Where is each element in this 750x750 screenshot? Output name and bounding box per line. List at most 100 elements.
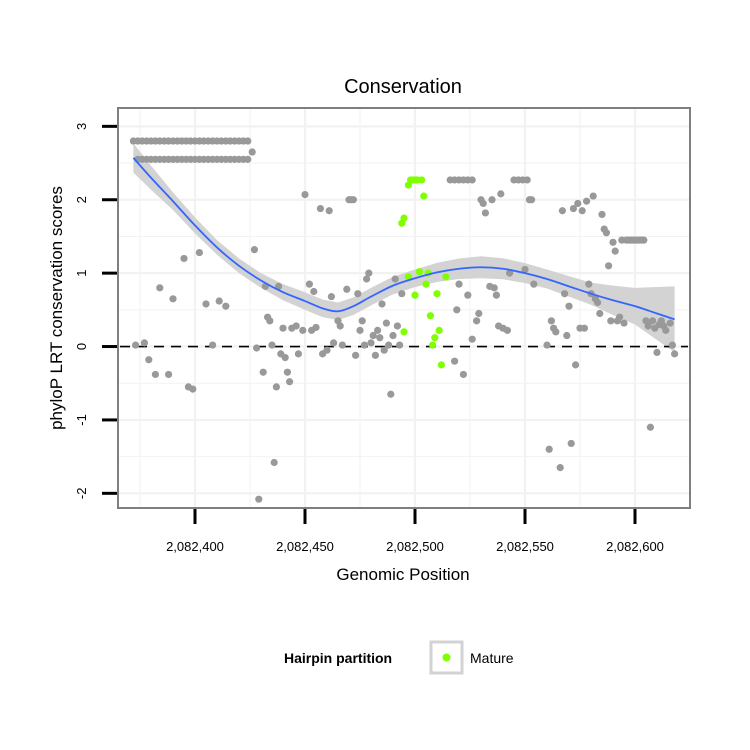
point-other (358, 317, 366, 325)
point-other (259, 368, 267, 376)
panel-border (117, 107, 691, 509)
point-other (299, 326, 307, 334)
point-other (387, 390, 395, 398)
point-other (451, 357, 459, 365)
point-other (305, 280, 313, 288)
point-other (455, 280, 463, 288)
point-mature (431, 334, 439, 342)
point-other (662, 326, 670, 334)
point-other (330, 339, 338, 347)
point-other (310, 287, 318, 296)
point-other (209, 341, 217, 349)
point-other (215, 297, 223, 305)
legend: Hairpin partition Mature (284, 640, 514, 675)
point-other (352, 351, 360, 359)
y-tick-label: -1 (74, 414, 89, 426)
point-other (552, 328, 560, 336)
y-tick-label: -2 (74, 488, 89, 500)
point-other (475, 309, 483, 318)
point-other (378, 300, 386, 308)
point-other (528, 196, 536, 204)
point-other (301, 191, 309, 199)
point-mature (435, 326, 443, 334)
point-other (459, 370, 467, 379)
point-mature (400, 214, 408, 222)
point-mature (442, 273, 450, 281)
point-other (473, 317, 481, 325)
point-mature (433, 290, 441, 298)
point-other (244, 155, 252, 163)
point-other (272, 383, 280, 391)
x-tick-label: 2,082,500 (386, 539, 444, 554)
point-other (558, 207, 567, 215)
point-other (279, 324, 287, 332)
y-tick-label: 1 (74, 270, 89, 277)
point-mature (400, 328, 408, 336)
point-other (644, 322, 652, 330)
point-other (567, 439, 575, 448)
x-axis: 2,082,400 2,082,450 2,082,500 2,082,550 2,08… (166, 509, 664, 554)
point-other (268, 341, 276, 349)
chart-title: Conservation (344, 76, 462, 98)
point-other (255, 495, 263, 503)
point-other (281, 353, 289, 362)
point-other (640, 236, 648, 244)
point-other (468, 176, 476, 184)
point-other (294, 350, 302, 358)
point-other (376, 334, 384, 342)
point-other (202, 300, 210, 308)
point-other (292, 322, 300, 330)
point-other (574, 199, 582, 208)
point-other (585, 280, 593, 288)
point-other (391, 275, 399, 283)
point-other (385, 341, 393, 349)
point-other (503, 326, 511, 334)
point-other (393, 322, 401, 330)
point-other (367, 339, 375, 347)
point-other (250, 246, 258, 254)
point-other (286, 378, 294, 386)
point-other (611, 247, 619, 255)
point-other (253, 344, 261, 352)
point-other (396, 341, 404, 349)
point-other (371, 351, 379, 359)
point-other (336, 322, 344, 330)
point-other (338, 341, 346, 349)
point-other (270, 458, 278, 467)
point-mature (411, 291, 419, 299)
point-other (481, 209, 489, 217)
point-mature (429, 341, 437, 349)
x-axis-title: Genomic Position (336, 565, 469, 584)
point-other (492, 291, 500, 299)
point-other (374, 326, 382, 334)
point-other (569, 204, 578, 213)
point-other (521, 265, 529, 274)
point-other (468, 335, 476, 343)
point-other (649, 317, 657, 325)
point-other (598, 210, 606, 219)
point-other (561, 290, 569, 298)
point-other (275, 282, 283, 290)
point-other (360, 341, 368, 349)
point-other (382, 319, 390, 327)
point-other (327, 293, 335, 301)
point-other (543, 341, 551, 349)
point-other (180, 254, 188, 263)
point-other (497, 190, 505, 198)
point-other (556, 464, 564, 472)
y-axis-title: phyloP LRT conservation scores (47, 186, 66, 430)
point-other (343, 285, 351, 293)
point-other (312, 323, 320, 332)
point-other (572, 361, 580, 369)
point-other (594, 298, 602, 307)
point-other (607, 317, 615, 325)
point-other (488, 196, 496, 204)
point-other (609, 238, 617, 246)
point-other (325, 207, 333, 215)
point-other (580, 324, 589, 332)
point-mature (422, 280, 430, 288)
point-other (565, 302, 573, 310)
point-other (323, 346, 331, 354)
point-other (530, 280, 538, 288)
